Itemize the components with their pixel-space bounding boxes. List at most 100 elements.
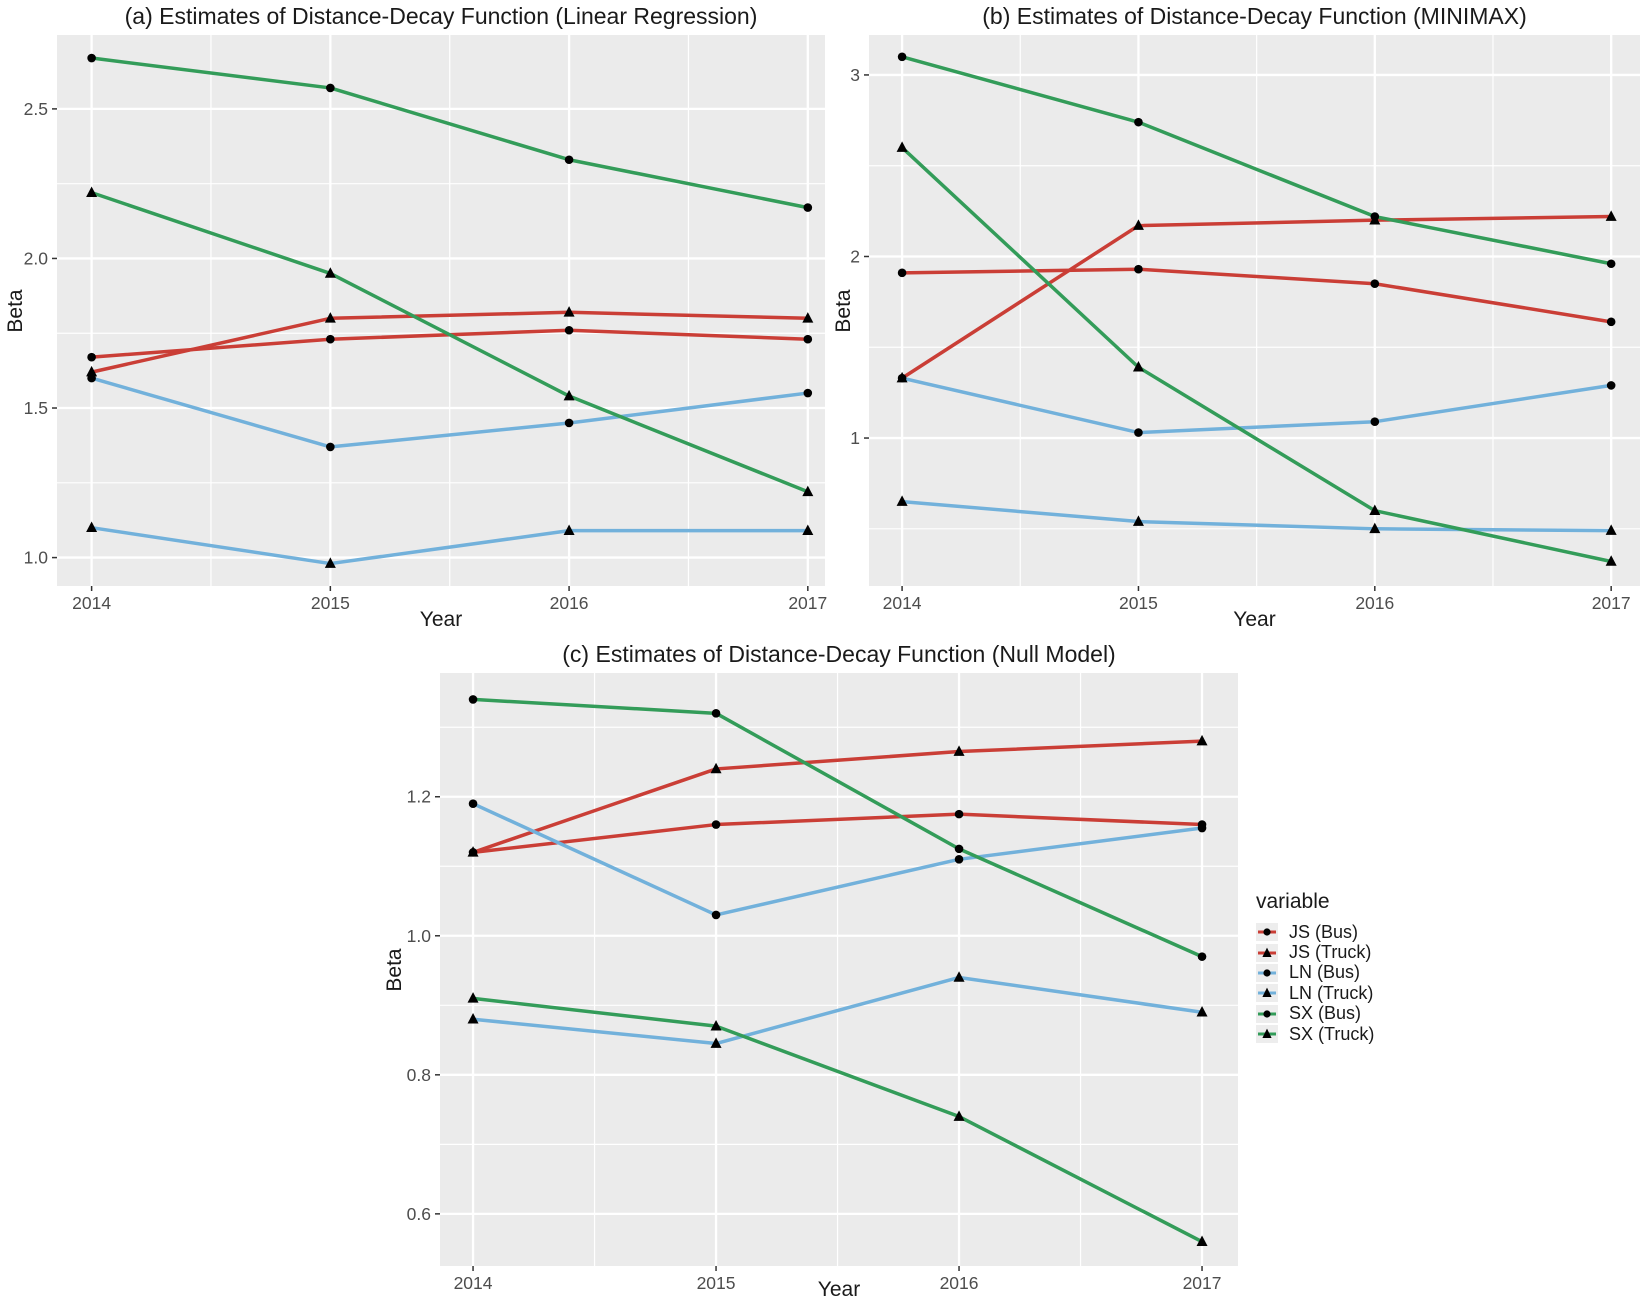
series-line-ln-bus bbox=[91, 376, 809, 449]
x-tick-label: 2017 bbox=[1183, 1273, 1222, 1293]
series-line-ln-bus bbox=[901, 376, 1612, 435]
data-point-circle bbox=[711, 709, 721, 718]
data-point-circle bbox=[954, 844, 964, 854]
data-point-triangle bbox=[1605, 210, 1617, 221]
x-tick-label: 2015 bbox=[1119, 593, 1158, 613]
data-point-triangle bbox=[86, 521, 98, 532]
y-tick-label: 1.0 bbox=[24, 548, 49, 568]
data-point-circle bbox=[1606, 317, 1616, 327]
series-line-ln-bus bbox=[472, 802, 1203, 917]
data-point-circle bbox=[326, 334, 335, 344]
axis-tick-marks bbox=[435, 795, 1203, 1271]
data-point-triangle bbox=[324, 267, 336, 278]
series-points-ln-bus bbox=[897, 373, 1616, 437]
data-point-triangle bbox=[1196, 1006, 1208, 1017]
x-tick-labels: 2014 2015 2016 2017 bbox=[883, 593, 1631, 613]
x-tick-label: 2015 bbox=[311, 593, 350, 613]
series-points-js-truck bbox=[467, 734, 1208, 857]
x-tick-label: 2017 bbox=[788, 593, 827, 613]
x-tick-label: 2014 bbox=[883, 593, 922, 613]
legend-item-label: LN (Bus) bbox=[1289, 962, 1361, 983]
data-point-triangle bbox=[1605, 524, 1617, 535]
y-tick-labels: 0.6 0.8 1.0 1.2 bbox=[407, 787, 432, 1224]
x-tick-label: 2017 bbox=[1592, 593, 1631, 613]
legend-item-label: SX (Truck) bbox=[1289, 1023, 1375, 1044]
chart-title: (a) Estimates of Distance-Decay Function… bbox=[124, 3, 758, 29]
data-point-circle bbox=[1134, 264, 1143, 274]
data-point-triangle bbox=[467, 992, 479, 1003]
data-point-triangle bbox=[563, 389, 575, 401]
data-point-circle bbox=[1134, 117, 1143, 127]
data-point-circle bbox=[1197, 823, 1207, 833]
legend-item-js-truck: JS (Truck) bbox=[1256, 942, 1374, 962]
plot-panel bbox=[57, 35, 825, 586]
legend-key-circle-icon bbox=[1256, 923, 1278, 942]
data-point-circle bbox=[1370, 279, 1380, 289]
data-point-triangle bbox=[1196, 734, 1208, 746]
data-point-circle bbox=[564, 418, 574, 428]
series-points-sx-bus bbox=[87, 53, 813, 212]
legend-key-triangle-icon bbox=[1256, 1025, 1278, 1044]
legend-item-js-bus: JS (Bus) bbox=[1256, 922, 1374, 942]
data-point-circle bbox=[564, 155, 574, 165]
x-tick-label: 2015 bbox=[697, 1273, 736, 1293]
legend-item-ln-truck: LN (Truck) bbox=[1256, 983, 1374, 1003]
y-tick-label: 1.2 bbox=[407, 787, 431, 807]
series-points-js-bus bbox=[897, 264, 1616, 327]
y-tick-label: 1 bbox=[850, 428, 860, 448]
y-tick-label: 0.6 bbox=[407, 1204, 431, 1224]
plot-area-linear-regression: 1.0 1.5 2.0 2.5 2014 2015 2016 2017 bbox=[24, 35, 827, 613]
data-point-triangle bbox=[896, 495, 908, 506]
series-line-js-truck bbox=[472, 739, 1203, 855]
plot-panel bbox=[440, 673, 1238, 1266]
data-point-triangle bbox=[710, 762, 722, 774]
data-point-triangle bbox=[896, 141, 908, 152]
minor-gridlines bbox=[869, 35, 1640, 586]
chart-linear-regression: (a) Estimates of Distance-Decay Function… bbox=[0, 0, 840, 640]
y-tick-label: 2 bbox=[850, 246, 860, 266]
data-point-circle bbox=[897, 268, 907, 278]
data-point-circle bbox=[897, 52, 907, 62]
data-point-circle bbox=[954, 855, 964, 864]
data-point-triangle bbox=[710, 1019, 722, 1031]
x-tick-label: 2016 bbox=[550, 593, 589, 613]
data-point-triangle bbox=[802, 312, 814, 323]
plot-panel bbox=[869, 35, 1640, 586]
data-point-circle bbox=[1606, 381, 1616, 390]
axis-tick-marks bbox=[52, 108, 809, 591]
x-tick-label: 2016 bbox=[1355, 593, 1394, 613]
data-point-triangle bbox=[86, 365, 98, 377]
x-tick-label: 2016 bbox=[940, 1273, 979, 1293]
data-point-triangle bbox=[1196, 1235, 1208, 1246]
data-point-triangle bbox=[563, 524, 575, 535]
x-tick-label: 2014 bbox=[72, 593, 111, 613]
data-point-circle bbox=[954, 809, 964, 819]
chart-minimax: (b) Estimates of Distance-Decay Function… bbox=[832, 0, 1645, 640]
data-point-circle bbox=[711, 820, 721, 829]
data-point-triangle bbox=[324, 557, 336, 568]
data-point-circle bbox=[803, 388, 813, 398]
series-line-ln-truck bbox=[472, 975, 1203, 1046]
chart-title: (c) Estimates of Distance-Decay Function… bbox=[562, 641, 1116, 667]
series-line-sx-bus bbox=[91, 56, 809, 210]
legend-item-label: LN (Truck) bbox=[1289, 982, 1374, 1003]
series-line-sx-truck bbox=[472, 996, 1203, 1244]
data-point-circle bbox=[1370, 417, 1380, 426]
data-point-triangle bbox=[1605, 555, 1617, 566]
series-line-ln-truck bbox=[91, 525, 808, 566]
series-line-js-truck bbox=[91, 310, 808, 374]
series-line-js-bus bbox=[472, 812, 1203, 855]
x-tick-labels: 2014 2015 2016 2017 bbox=[454, 1273, 1222, 1293]
y-tick-label: 1.5 bbox=[24, 398, 48, 418]
series-points-js-bus bbox=[87, 325, 813, 362]
data-point-triangle bbox=[953, 971, 965, 982]
data-point-circle bbox=[87, 352, 96, 362]
series-line-ln-truck bbox=[901, 499, 1612, 533]
y-tick-label: 3 bbox=[850, 65, 860, 85]
legend-title: variable bbox=[1256, 890, 1330, 913]
plot-area-null-model: 0.6 0.8 1.0 1.2 2014 2015 2016 2017 bbox=[407, 673, 1238, 1293]
series-points-ln-bus bbox=[87, 373, 813, 452]
series-points-ln-bus bbox=[468, 799, 1207, 920]
data-point-triangle bbox=[324, 312, 336, 323]
